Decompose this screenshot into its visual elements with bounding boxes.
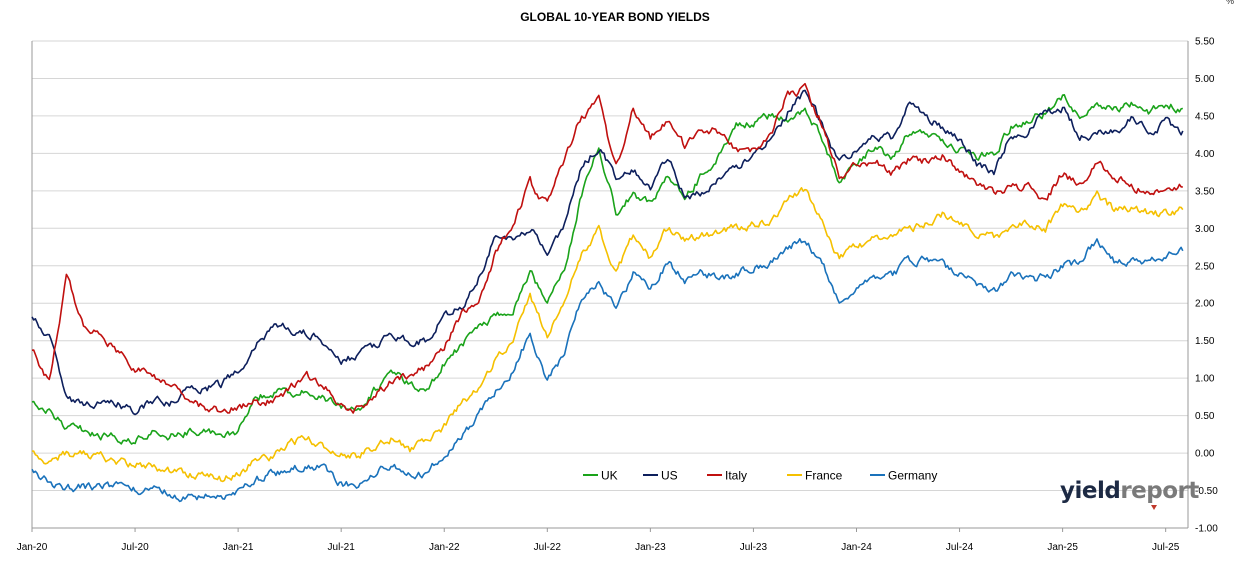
x-tick-label: Jul-25 [1152,542,1180,553]
y-tick-label: 4.00 [1195,149,1215,160]
legend-label-uk: UK [601,469,618,483]
y-tick-label: -0.50 [1195,486,1218,497]
legend-label-france: France [805,469,843,483]
y-axis-ticks: 5.50 5.00 4.50 4.00 3.50 3.00 2.50 2.00 1.50 1.00… [1195,37,1218,535]
series-line-france [31,187,1184,483]
y-tick-label: 2.00 [1195,299,1215,310]
x-tick-label: Jan-23 [635,542,666,553]
x-tick-label: Jan-20 [17,542,48,553]
y-tick-label: -1.00 [1195,524,1218,535]
y-tick-label: 1.50 [1195,336,1215,347]
series-line-us [31,89,1184,416]
y-tick-label: 5.00 [1195,74,1215,85]
series-lines [31,82,1184,503]
y-tick-label: 2.50 [1195,261,1215,272]
x-tick-label: Jul-22 [534,542,562,553]
yieldreport-logo: yieldreport [1060,478,1199,504]
y-tick-label: 3.50 [1195,186,1215,197]
x-tick-label: Jul-21 [328,542,356,553]
logo-part-report: report [1120,478,1199,504]
chart-title: GLOBAL 10-YEAR BOND YIELDS [520,10,710,24]
x-tick-label: Jan-22 [429,542,460,553]
x-tick-label: Jul-23 [740,542,768,553]
y-tick-label: 3.00 [1195,224,1215,235]
legend-label-germany: Germany [888,469,937,483]
x-tick-label: Jan-21 [223,542,254,553]
x-tick-label: Jul-24 [946,542,974,553]
x-axis-ticks: Jan-20 Jul-20 Jan-21 Jul-21 Jan-22 Jul-22 Jan-… [17,542,1180,553]
legend: UK US Italy France Germany [583,469,937,483]
logo-part-yield: yield [1060,478,1121,504]
series-line-germany [31,238,1184,503]
x-tick-label: Jul-20 [121,542,149,553]
logo-mark-icon [1151,505,1157,510]
y-tick-label: 0.00 [1195,449,1215,460]
x-tick-label: Jan-24 [841,542,872,553]
y-tick-label: 1.00 [1195,374,1215,385]
x-tick-label: Jan-25 [1047,542,1078,553]
legend-label-italy: Italy [725,469,747,483]
unit-label: % [1225,0,1234,6]
y-tick-label: 4.50 [1195,111,1215,122]
legend-label-us: US [661,469,678,483]
series-line-uk [31,94,1184,445]
series-line-italy [31,82,1183,414]
axes [31,41,1189,532]
y-tick-label: 5.50 [1195,37,1215,48]
gridlines [32,40,1188,529]
y-tick-label: 0.50 [1195,411,1215,422]
